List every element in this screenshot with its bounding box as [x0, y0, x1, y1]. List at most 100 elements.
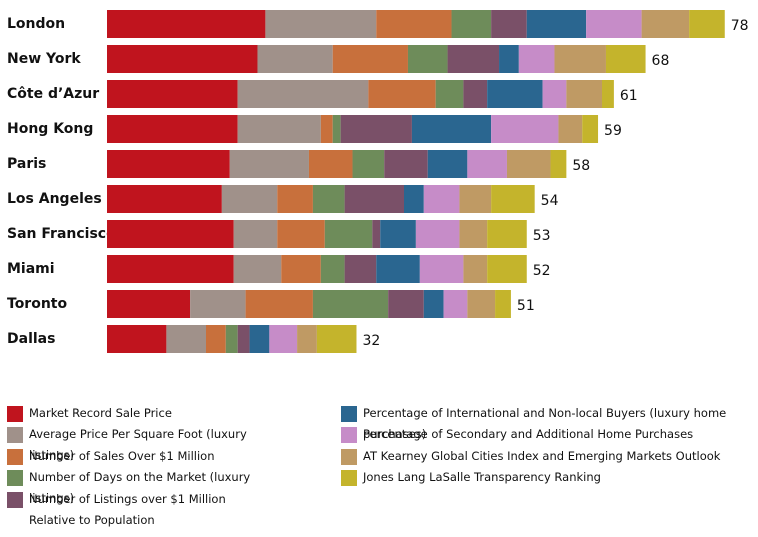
bar-segment [689, 10, 725, 38]
bar-segment [237, 80, 369, 108]
bar-segment [427, 150, 468, 178]
bar-segment [376, 255, 420, 283]
bar-segment [554, 45, 606, 73]
bar-segment [107, 115, 238, 143]
bar-segment [332, 45, 408, 73]
category-label: London [7, 16, 65, 32]
bar-segment [388, 290, 424, 318]
bar-segment [443, 290, 468, 318]
bar-segment [372, 220, 381, 248]
legend-item: Jones Lang LaSalle Transparency Ranking [341, 467, 751, 488]
bar-segment [221, 185, 278, 213]
category-label: Côte d’Azur [7, 86, 99, 102]
legend-label: Jones Lang LaSalle Transparency Ranking [363, 470, 601, 484]
bar-segment [320, 255, 345, 283]
bar-segment [344, 185, 404, 213]
category-label: Paris [7, 156, 46, 172]
bar-segment [380, 220, 416, 248]
bar-segment [107, 10, 266, 38]
bar-segment [491, 10, 527, 38]
category-label: Toronto [7, 296, 67, 312]
bar-segment [506, 150, 551, 178]
bar-segment [467, 150, 507, 178]
bar-segment [566, 80, 602, 108]
legend-swatch [341, 449, 357, 465]
bar-segment [297, 325, 317, 353]
category-label: San Francisco [7, 226, 116, 242]
legend-item: Percentage of Secondary and Additional H… [341, 424, 751, 445]
bar-segment [312, 290, 389, 318]
bar-segment [459, 220, 488, 248]
bar-segment [340, 115, 412, 143]
bar-segment [257, 45, 333, 73]
bar-segment [423, 185, 460, 213]
total-label: 58 [572, 158, 590, 174]
bar-segment [526, 10, 587, 38]
category-label: Miami [7, 261, 55, 277]
bar-segment [277, 185, 313, 213]
total-label: 68 [652, 53, 670, 69]
bar-segment [344, 255, 377, 283]
bar-segment [491, 185, 535, 213]
bar-segment [550, 150, 567, 178]
category-label: Hong Kong [7, 121, 93, 137]
legend-swatch [7, 406, 23, 422]
total-label: 61 [620, 88, 638, 104]
bar-segment [190, 290, 246, 318]
legend-item: Percentage of International and Non-loca… [341, 403, 751, 445]
legend-item: AT Kearney Global Cities Index and Emerg… [341, 446, 751, 467]
bar-segment [265, 10, 377, 38]
bar-segment [487, 255, 527, 283]
legend-swatch [341, 406, 357, 422]
bar-segment [277, 220, 325, 248]
bar-segment [107, 290, 191, 318]
bar-segment [376, 10, 452, 38]
category-label: Dallas [7, 331, 55, 347]
bar-segment [368, 80, 436, 108]
total-label: 52 [533, 263, 551, 279]
legend-label: Percentage of International and Non-loca… [363, 406, 727, 441]
bar-segment [463, 255, 488, 283]
total-label: 59 [604, 123, 622, 139]
total-label: 53 [533, 228, 551, 244]
legend-swatch [7, 470, 23, 486]
legend-label: Number of Listings over $1 Million Relat… [29, 492, 226, 527]
bar-segment [411, 115, 492, 143]
bar-segment [269, 325, 298, 353]
bar-segment [107, 45, 258, 73]
legend-label: Market Record Sale Price [29, 406, 172, 420]
bar-segment [324, 220, 373, 248]
bar-segment [491, 115, 559, 143]
legend-item: Average Price Per Square Foot (luxury li… [7, 424, 307, 466]
legend-label: Number of Sales Over $1 Million [29, 449, 215, 463]
legend-swatch [7, 492, 23, 508]
bar-segment [316, 325, 357, 353]
legend-swatch [7, 449, 23, 465]
bar-segment [206, 325, 226, 353]
bar-segment [459, 185, 492, 213]
bar-segment [229, 150, 309, 178]
bar-segment [518, 45, 555, 73]
bar-segment [419, 255, 464, 283]
bar-segment [245, 290, 313, 318]
bar-segment [542, 80, 567, 108]
total-label: 32 [362, 333, 380, 349]
bar-segment [237, 325, 250, 353]
bar-segment [602, 80, 614, 108]
bar-segment [451, 10, 492, 38]
category-label: Los Angeles [7, 191, 102, 207]
bar-segment [107, 185, 222, 213]
bar-segment [225, 325, 238, 353]
bar-segment [435, 80, 464, 108]
bar-segment [281, 255, 321, 283]
bar-segment [487, 220, 527, 248]
category-label: New York [7, 51, 81, 67]
bar-segment [107, 150, 230, 178]
legend-label: Average Price Per Square Foot (luxury li… [29, 427, 247, 462]
bar-segment [404, 185, 424, 213]
bar-segment [107, 255, 234, 283]
bar-segment [249, 325, 270, 353]
bar-segment [320, 115, 333, 143]
bar-segment [586, 10, 642, 38]
bar-segment [233, 220, 278, 248]
